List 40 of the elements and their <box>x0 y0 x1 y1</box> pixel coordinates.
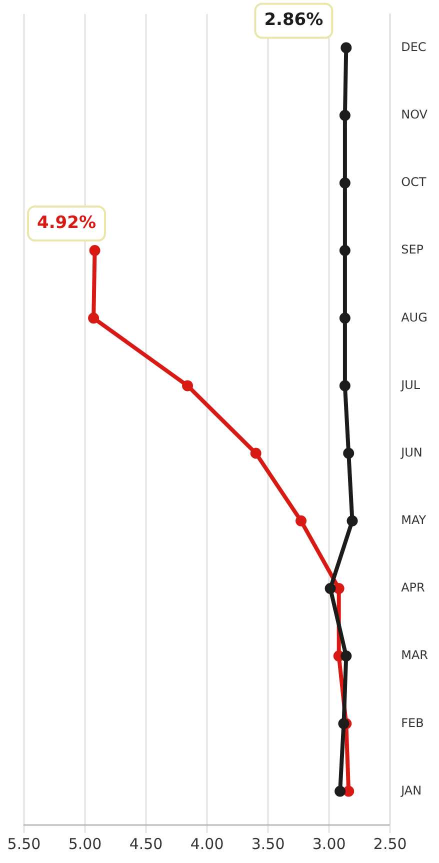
y-tick-label: AUG <box>401 310 428 324</box>
point <box>339 312 350 324</box>
point <box>340 650 352 662</box>
point <box>343 448 354 459</box>
y-tick-label: MAY <box>401 513 427 527</box>
x-tick-label: 4.00 <box>190 834 224 853</box>
x-tick-label: 5.00 <box>68 834 102 853</box>
point <box>339 177 350 188</box>
x-tick-label: 2.50 <box>373 834 407 853</box>
point <box>339 245 350 256</box>
point <box>334 786 346 797</box>
point <box>324 582 336 594</box>
y-tick-label: DEC <box>401 40 426 54</box>
point <box>333 582 344 594</box>
y-tick-label: JUL <box>400 378 420 392</box>
point <box>182 380 194 392</box>
point <box>250 448 262 459</box>
point <box>346 515 358 526</box>
point <box>339 380 350 392</box>
point <box>89 245 100 256</box>
y-tick-label: OCT <box>401 175 427 190</box>
y-tick-label: JAN <box>400 783 422 798</box>
y-tick-label: MAR <box>401 648 428 662</box>
point <box>343 786 354 797</box>
point <box>340 42 352 54</box>
x-tick-label: 4.50 <box>129 834 163 853</box>
y-tick-label: APR <box>401 580 425 595</box>
x-tick-label: 5.50 <box>7 834 41 853</box>
point <box>88 312 100 324</box>
y-tick-label: FEB <box>401 716 424 730</box>
point <box>338 718 350 730</box>
point <box>339 110 350 121</box>
y-tick-label: SEP <box>401 242 424 257</box>
point <box>296 515 307 526</box>
annotation: 4.92% <box>36 212 96 233</box>
annotation: 2.86% <box>264 10 324 30</box>
y-tick-label: JUN <box>400 445 422 460</box>
y-tick-label: NOV <box>401 108 428 122</box>
x-tick-label: 3.50 <box>251 834 285 853</box>
x-tick-label: 3.00 <box>312 834 346 853</box>
